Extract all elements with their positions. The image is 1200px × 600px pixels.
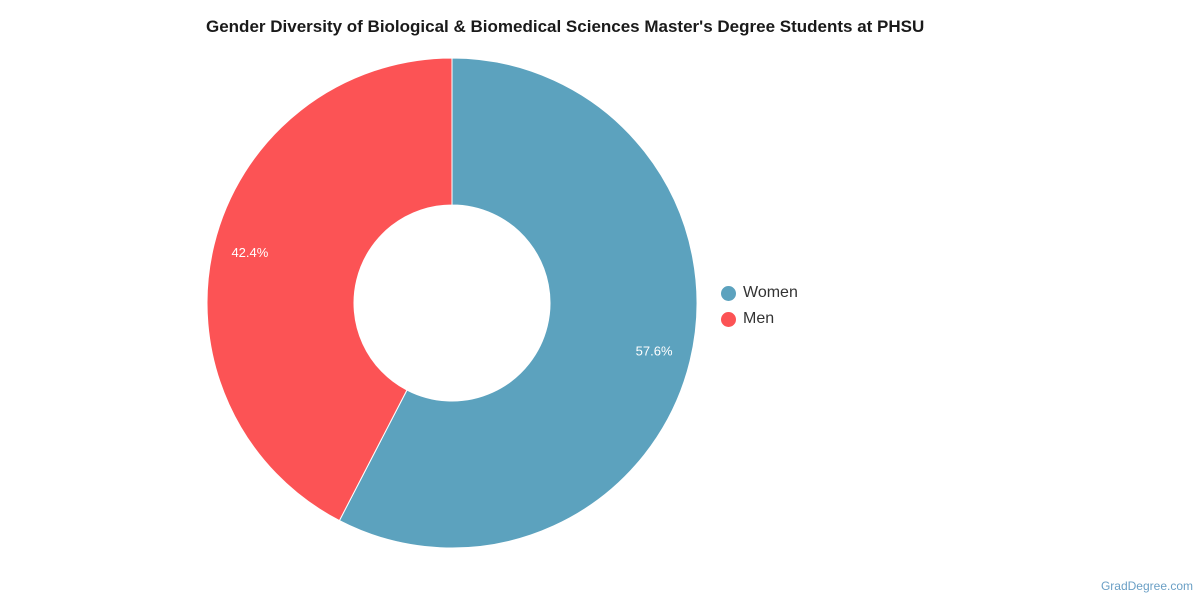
legend-item-women[interactable]: Women — [721, 280, 798, 306]
slice-label-men: 42.4% — [231, 245, 268, 260]
slice-label-women: 57.6% — [636, 344, 673, 359]
slice-labels: 57.6% 42.4% — [231, 245, 673, 358]
slice-men[interactable] — [206, 57, 453, 522]
legend-swatch-women — [721, 285, 736, 301]
legend-label-women: Women — [743, 284, 798, 301]
legend-swatch-men — [721, 311, 736, 327]
legend-label-men: Men — [743, 310, 775, 327]
legend-item-men[interactable]: Men — [721, 306, 798, 332]
donut-slices — [206, 57, 698, 549]
source-credit[interactable]: GradDegree.com — [1100, 579, 1193, 593]
chart-legend: Women Men — [721, 280, 798, 332]
chart-title: Gender Diversity of Biological & Biomedi… — [206, 17, 925, 36]
slice-women[interactable] — [338, 57, 698, 549]
